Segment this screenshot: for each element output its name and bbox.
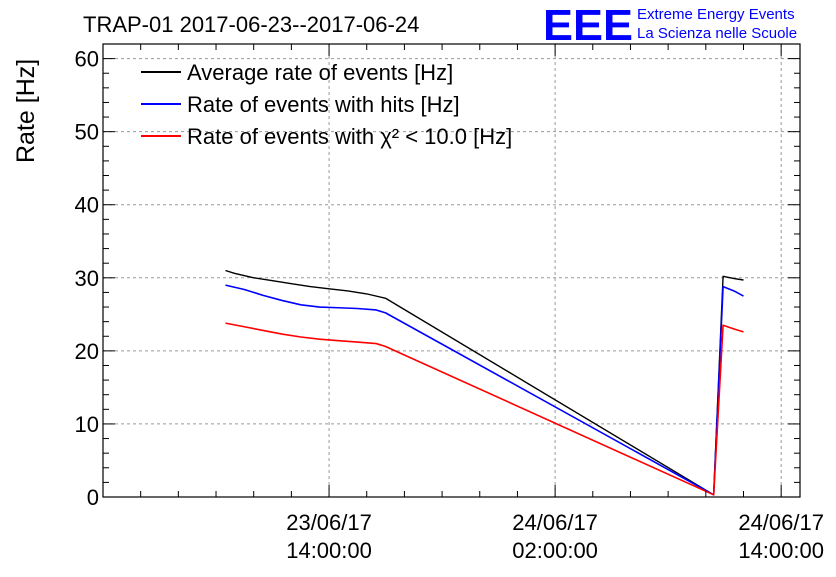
eee-logo: EEE Extreme Energy Events La Scienza nel… [543, 1, 797, 50]
y-tick-label: 50 [75, 120, 99, 145]
tick-labels: 0 10 20 30 40 50 60 23/06/17 14:00:00 24/06/17 02:… [75, 47, 824, 563]
y-tick-label: 60 [75, 47, 99, 72]
x-tick-date-label: 24/06/17 [512, 510, 598, 535]
legend: Average rate of events [Hz] Rate of event… [141, 60, 512, 149]
y-tick-label: 20 [75, 339, 99, 364]
chart-title: TRAP-01 2017-06-23--2017-06-24 [83, 12, 419, 37]
x-tick-time-label: 02:00:00 [512, 538, 598, 563]
eee-logo-mark: EEE [543, 1, 633, 50]
x-tick-time-label: 14:00:00 [738, 538, 824, 563]
eee-logo-line2: La Scienza nelle Scuole [637, 25, 797, 42]
legend-label-1: Average rate of events [Hz] [187, 60, 453, 85]
plot-frame [102, 43, 801, 498]
legend-label-3: Rate of events with χ² < 10.0 [Hz] [187, 124, 512, 149]
y-tick-label: 40 [75, 193, 99, 218]
y-tick-label: 30 [75, 266, 99, 291]
y-tick-label: 10 [75, 412, 99, 437]
y-axis-label: Rate [Hz] [12, 59, 40, 163]
series-line-3 [225, 322, 744, 496]
eee-logo-line1: Extreme Energy Events [637, 6, 795, 23]
x-tick-time-label: 14:00:00 [286, 538, 372, 563]
y-tick-label: 0 [87, 485, 99, 510]
series-line-2 [225, 284, 744, 496]
grid-lines [103, 44, 800, 497]
legend-label-2: Rate of events with hits [Hz] [187, 92, 460, 117]
x-tick-date-label: 24/06/17 [738, 510, 824, 535]
series-lines [225, 269, 744, 496]
axes [102, 43, 801, 498]
x-tick-date-label: 23/06/17 [286, 510, 372, 535]
